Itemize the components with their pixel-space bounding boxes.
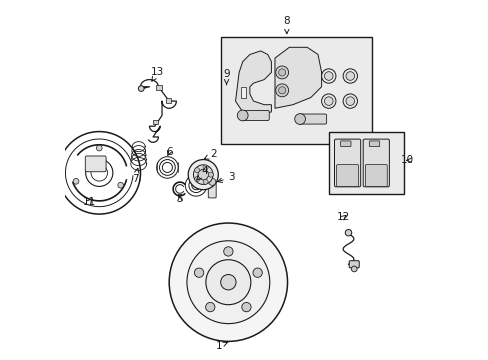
Circle shape xyxy=(237,110,247,121)
Circle shape xyxy=(275,84,288,97)
Circle shape xyxy=(169,223,287,341)
Circle shape xyxy=(294,114,305,125)
Circle shape xyxy=(351,266,356,272)
Circle shape xyxy=(194,176,199,181)
FancyBboxPatch shape xyxy=(336,165,358,186)
Circle shape xyxy=(193,165,213,184)
Text: 8: 8 xyxy=(283,17,289,34)
Circle shape xyxy=(321,94,335,108)
Text: 6: 6 xyxy=(165,147,172,157)
Circle shape xyxy=(220,275,236,290)
Polygon shape xyxy=(274,47,321,108)
Circle shape xyxy=(194,168,199,173)
Circle shape xyxy=(346,72,354,80)
Circle shape xyxy=(118,182,123,188)
Bar xyxy=(221,37,371,144)
Circle shape xyxy=(194,268,203,277)
Circle shape xyxy=(275,66,288,79)
Circle shape xyxy=(343,94,357,108)
FancyBboxPatch shape xyxy=(85,156,106,172)
Polygon shape xyxy=(241,87,246,98)
Circle shape xyxy=(73,179,79,184)
Bar xyxy=(328,132,403,194)
Text: 13: 13 xyxy=(151,67,164,81)
Circle shape xyxy=(343,69,357,83)
FancyBboxPatch shape xyxy=(365,165,386,186)
Circle shape xyxy=(205,260,250,305)
Circle shape xyxy=(208,178,215,185)
Circle shape xyxy=(278,87,285,94)
Text: 11: 11 xyxy=(83,197,96,207)
FancyBboxPatch shape xyxy=(363,139,388,187)
Circle shape xyxy=(96,145,102,151)
Circle shape xyxy=(223,247,233,256)
Text: 10: 10 xyxy=(400,155,413,165)
FancyBboxPatch shape xyxy=(340,141,350,147)
Circle shape xyxy=(324,97,332,105)
Bar xyxy=(152,120,158,124)
Text: 5: 5 xyxy=(176,194,183,204)
Text: 9: 9 xyxy=(223,69,229,85)
Circle shape xyxy=(198,169,208,180)
Circle shape xyxy=(321,69,335,83)
FancyBboxPatch shape xyxy=(334,139,360,187)
Circle shape xyxy=(252,268,262,277)
Circle shape xyxy=(324,72,332,80)
Circle shape xyxy=(138,86,144,91)
Circle shape xyxy=(241,302,251,312)
FancyBboxPatch shape xyxy=(348,261,359,268)
Circle shape xyxy=(208,172,213,177)
FancyBboxPatch shape xyxy=(368,141,379,147)
Circle shape xyxy=(278,69,285,76)
Text: 1: 1 xyxy=(216,341,227,351)
Circle shape xyxy=(346,97,354,105)
FancyBboxPatch shape xyxy=(241,111,269,121)
Text: 2: 2 xyxy=(204,149,217,159)
Circle shape xyxy=(188,159,218,190)
Circle shape xyxy=(203,179,208,184)
Circle shape xyxy=(203,165,208,170)
Text: 3: 3 xyxy=(217,172,235,183)
Circle shape xyxy=(345,229,351,236)
Circle shape xyxy=(186,241,269,324)
FancyBboxPatch shape xyxy=(208,180,216,198)
FancyBboxPatch shape xyxy=(298,114,326,124)
Polygon shape xyxy=(235,51,271,116)
Text: 7: 7 xyxy=(132,168,139,184)
Circle shape xyxy=(205,302,215,312)
Text: 12: 12 xyxy=(336,212,349,222)
Bar xyxy=(165,98,171,103)
Text: 4: 4 xyxy=(196,166,208,180)
Bar xyxy=(156,85,162,90)
